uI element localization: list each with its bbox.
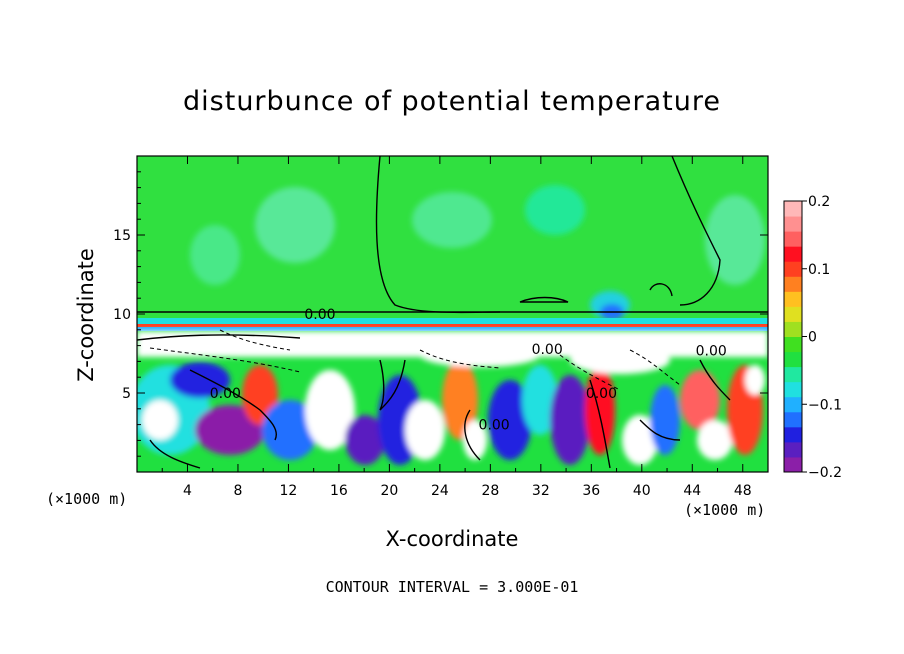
contour-label: 0.00: [586, 386, 617, 402]
contour-label: 0.00: [210, 386, 241, 402]
heatmap-field: [137, 156, 768, 472]
colorbar-swatch: [784, 216, 802, 232]
y-tick-label: 15: [113, 228, 131, 244]
x-tick-label: 20: [380, 483, 398, 499]
x-tick-label: 40: [633, 483, 651, 499]
x-axis-label: X-coordinate: [385, 527, 519, 551]
x-tick-label: 28: [481, 483, 499, 499]
x-tick-label: 4: [183, 483, 192, 499]
colorbar-swatch: [784, 456, 802, 473]
x-tick-label: 32: [532, 483, 550, 499]
x-tick-label: 8: [233, 483, 242, 499]
x-tick-label: 24: [431, 483, 449, 499]
contour-label: 0.00: [304, 307, 335, 323]
x-unit-left: (×1000 m): [46, 490, 128, 508]
colorbar-tick-label: 0.1: [808, 262, 830, 278]
colorbar-swatch: [784, 411, 802, 428]
x-tick-label: 12: [280, 483, 298, 499]
colorbar-swatch: [784, 291, 802, 307]
contour-label: 0.00: [479, 418, 510, 434]
y-tick-label: 10: [113, 307, 131, 323]
colorbar-swatch: [784, 351, 802, 368]
x-tick-label: 16: [330, 483, 348, 499]
x-tick-label: 48: [734, 483, 752, 499]
colorbar: 0.2 0.1 0 −0.1 −0.2: [783, 194, 842, 481]
contour-label: 0.00: [696, 343, 727, 359]
colorbar-tick-label: −0.1: [808, 397, 842, 413]
colorbar-tick-label: 0: [808, 330, 817, 346]
colorbar-swatch: [784, 426, 802, 443]
contour-label: 0.00: [532, 342, 563, 358]
colorbar-swatch: [784, 321, 802, 337]
x-unit-right: (×1000 m): [684, 501, 766, 519]
colorbar-tick-label: 0.2: [808, 194, 830, 210]
y-tick-label: 5: [122, 386, 131, 402]
x-tick-label: 44: [683, 483, 701, 499]
colorbar-swatch: [784, 231, 802, 247]
colorbar-swatch: [784, 246, 802, 262]
colorbar-swatch: [784, 381, 802, 398]
contour-interval-note: CONTOUR INTERVAL = 3.000E-01: [325, 578, 579, 596]
colorbar-swatch: [784, 201, 802, 217]
colorbar-tick-label: −0.2: [808, 465, 842, 481]
colorbar-swatch: [784, 396, 802, 413]
chart-title: disturbunce of potential temperature: [183, 86, 721, 117]
x-tick-label: 36: [582, 483, 600, 499]
colorbar-swatch: [784, 306, 802, 322]
colorbar-swatch: [784, 441, 802, 458]
colorbar-swatch: [784, 261, 802, 277]
colorbar-swatch: [784, 366, 802, 383]
colorbar-swatch: [784, 276, 802, 292]
colorbar-swatch: [784, 336, 802, 353]
